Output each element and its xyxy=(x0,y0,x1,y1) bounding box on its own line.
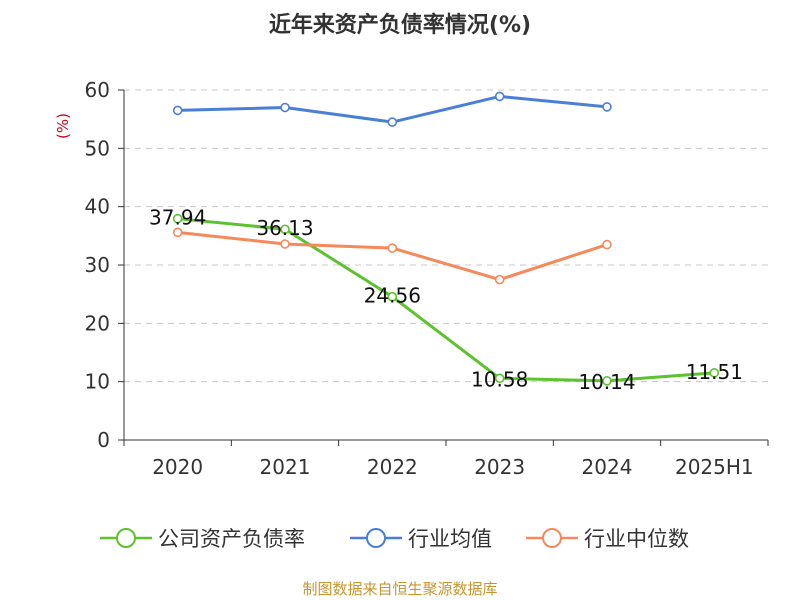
data-point xyxy=(387,117,398,127)
x-tick-label: 2022 xyxy=(367,455,418,479)
data-point xyxy=(172,105,183,116)
legend-label: 行业中位数 xyxy=(584,527,689,551)
data-label: 37.94 xyxy=(149,206,206,230)
data-label: 10.14 xyxy=(578,370,635,394)
legend-marker xyxy=(542,528,562,548)
x-tick-label: 2024 xyxy=(582,455,633,479)
series-line xyxy=(177,230,608,282)
data-point xyxy=(602,102,612,112)
data-point xyxy=(172,227,183,238)
x-tick-label: 2025H1 xyxy=(675,455,754,479)
y-axis-label: (%) xyxy=(54,113,72,139)
data-point xyxy=(602,376,612,386)
data-label: 24.56 xyxy=(364,284,421,308)
series-layer xyxy=(172,91,720,386)
data-point xyxy=(709,368,720,378)
x-tick-label: 2023 xyxy=(474,455,525,479)
y-tick-label: 50 xyxy=(85,136,110,160)
y-tick-label: 30 xyxy=(85,253,110,277)
legend-item-2: 行业均值 xyxy=(350,527,492,551)
data-point xyxy=(494,274,505,285)
legend: 公司资产负债率 行业均值 行业中位数 xyxy=(100,527,689,551)
series-3 xyxy=(172,227,612,285)
y-tick-label: 40 xyxy=(85,195,110,219)
x-tick-label: 2021 xyxy=(260,455,311,479)
legend-item-1: 公司资产负债率 xyxy=(100,527,305,551)
data-point xyxy=(494,91,505,102)
series-1 xyxy=(172,213,720,386)
legend-marker xyxy=(366,528,386,548)
data-labels: 37.94 36.13 24.56 10.58 10.14 11.51 xyxy=(149,206,743,394)
x-tick-label: 2020 xyxy=(152,455,203,479)
data-point xyxy=(387,291,398,302)
data-label: 11.51 xyxy=(686,360,743,384)
data-label: 36.13 xyxy=(256,216,313,240)
legend-item-3: 行业中位数 xyxy=(526,527,689,551)
data-point xyxy=(280,239,290,249)
legend-label: 行业均值 xyxy=(408,527,492,551)
data-point xyxy=(280,102,290,113)
legend-label: 公司资产负债率 xyxy=(158,527,305,551)
data-point xyxy=(602,239,612,250)
data-point xyxy=(387,243,398,253)
data-point xyxy=(494,373,505,384)
y-tick-label: 20 xyxy=(85,311,110,335)
legend-marker xyxy=(116,528,136,548)
axes: 0 10 20 30 40 50 60 2020 2021 2022 2023 2024 2025H1 xyxy=(85,78,769,479)
series-2 xyxy=(172,91,612,127)
y-tick-label: 60 xyxy=(85,78,110,102)
series-line xyxy=(177,217,715,383)
data-point xyxy=(172,213,183,224)
data-point xyxy=(280,224,290,235)
y-tick-label: 0 xyxy=(97,428,110,452)
chart-title: 近年来资产负债率情况(%) xyxy=(269,12,531,38)
source-note: 制图数据来自恒生聚源数据库 xyxy=(302,580,497,598)
y-tick-label: 10 xyxy=(85,370,110,394)
data-label: 10.58 xyxy=(471,367,528,391)
